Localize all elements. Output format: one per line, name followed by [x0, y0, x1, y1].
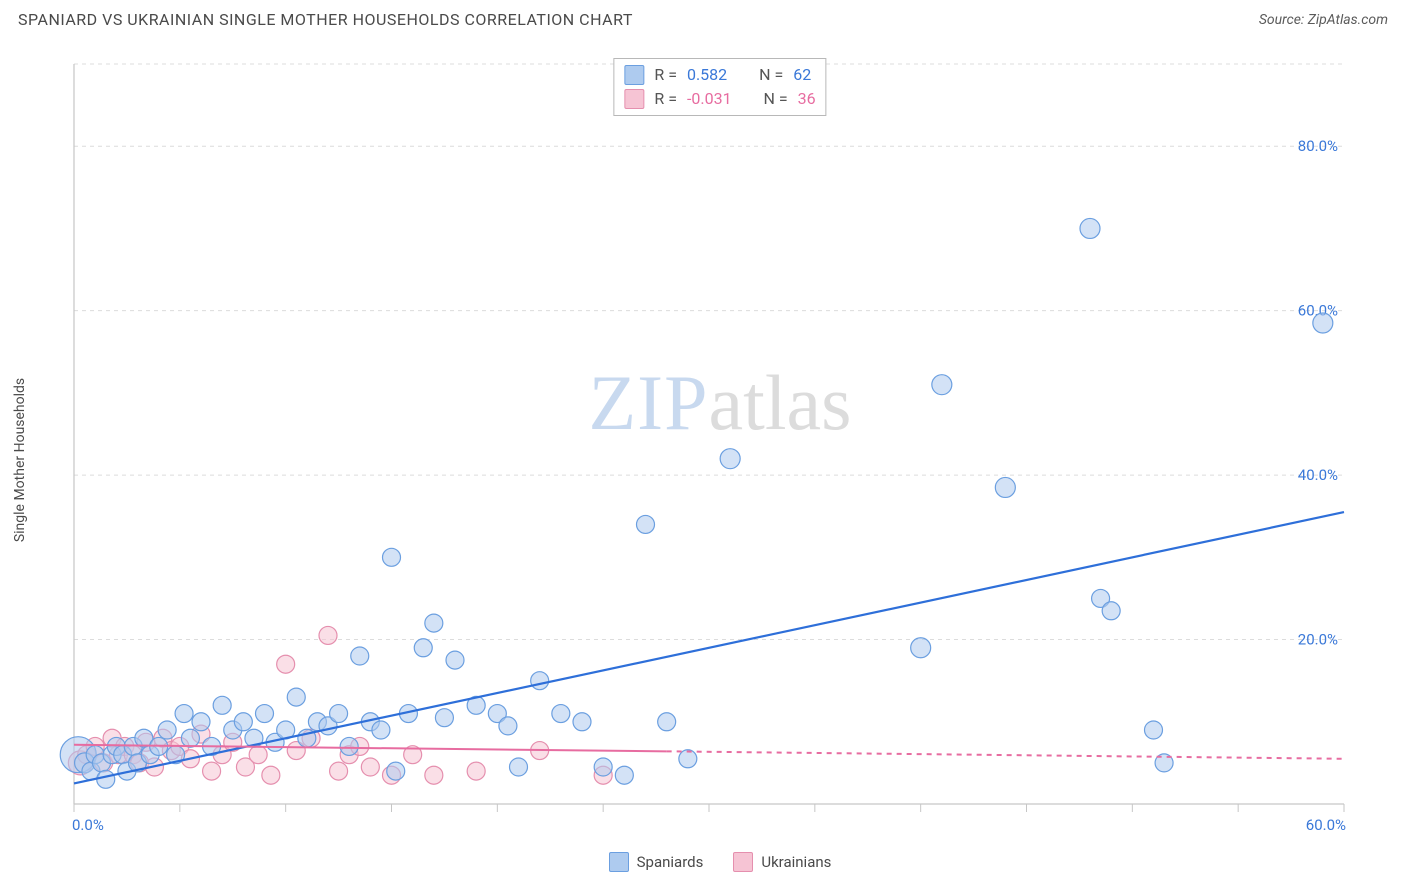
r-value: 0.582	[687, 63, 727, 87]
svg-text:80.0%: 80.0%	[1298, 137, 1338, 155]
svg-text:60.0%: 60.0%	[1306, 816, 1346, 830]
source-label: Source: ZipAtlas.com	[1259, 12, 1388, 28]
svg-text:0.0%: 0.0%	[72, 816, 104, 830]
correlation-legend: R = 0.582 N = 62R = -0.031 N = 36	[613, 58, 826, 116]
n-value: 62	[793, 63, 811, 87]
r-value: -0.031	[687, 87, 732, 111]
scatter-chart: 20.0%40.0%60.0%80.0%0.0%60.0%	[50, 50, 1350, 830]
legend-label: Spaniards	[637, 853, 704, 871]
legend-swatch	[733, 852, 753, 872]
legend-swatch	[609, 852, 629, 872]
legend-item: Ukrainians	[733, 852, 831, 872]
correlation-legend-row: R = 0.582 N = 62	[624, 63, 815, 87]
svg-text:20.0%: 20.0%	[1298, 631, 1338, 649]
series-legend: Spaniards Ukrainians	[50, 852, 1390, 872]
legend-swatch	[624, 89, 644, 109]
y-axis-title: Single Mother Households	[12, 378, 28, 542]
n-label: N =	[759, 63, 783, 87]
r-label: R =	[654, 87, 677, 111]
svg-text:40.0%: 40.0%	[1298, 466, 1338, 484]
chart-title: SPANIARD VS UKRAINIAN SINGLE MOTHER HOUS…	[18, 10, 633, 29]
header: SPANIARD VS UKRAINIAN SINGLE MOTHER HOUS…	[0, 0, 1406, 35]
correlation-legend-row: R = -0.031 N = 36	[624, 87, 815, 111]
legend-item: Spaniards	[609, 852, 704, 872]
n-value: 36	[798, 87, 816, 111]
legend-swatch	[624, 65, 644, 85]
r-label: R =	[654, 63, 677, 87]
chart-container: Single Mother Households 20.0%40.0%60.0%…	[50, 50, 1390, 870]
legend-label: Ukrainians	[761, 853, 831, 871]
n-label: N =	[763, 87, 787, 111]
